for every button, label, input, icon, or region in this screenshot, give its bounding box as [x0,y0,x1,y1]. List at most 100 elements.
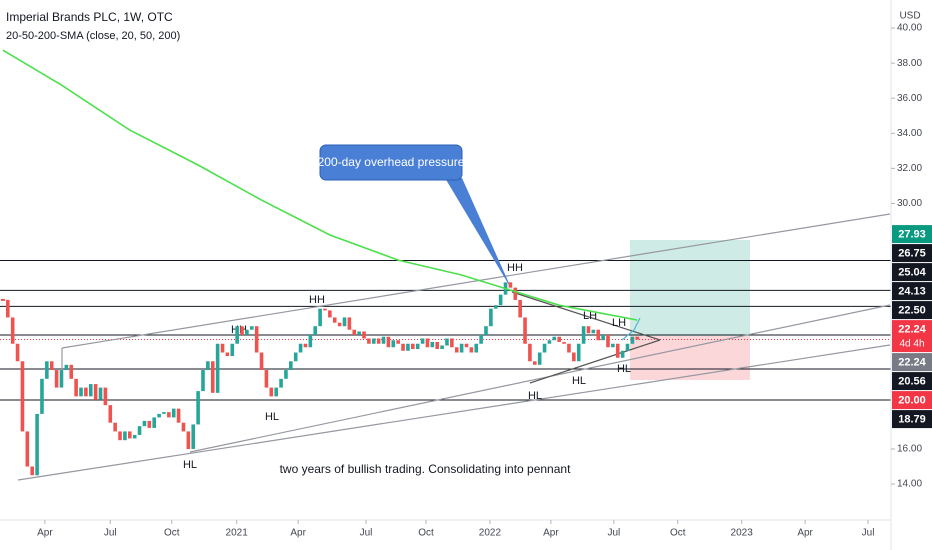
candle [542,343,547,353]
candle [459,343,464,353]
candle [196,391,200,425]
candle [167,412,171,418]
candle [352,329,357,335]
pattern-label: HL [183,459,197,471]
x-tick-label: Apr [290,528,306,539]
price-badge [892,263,932,282]
candle [440,345,444,350]
candle [332,317,337,323]
candle [513,287,518,300]
candle [137,426,142,435]
candle [489,308,493,327]
price-badge [892,244,932,263]
x-tick-label: 2022 [479,528,502,539]
pennant-line [511,291,661,341]
candle [401,343,405,351]
candle [35,413,39,476]
candle [215,343,220,393]
candle [357,331,361,335]
candle [479,334,483,344]
candle [630,336,635,344]
candle [25,431,30,467]
candle [40,378,44,414]
candle [88,384,93,397]
callout-box [319,144,463,181]
price-badge-label: 25.04 [898,266,926,278]
y-tick-label: 38.00 [897,58,922,69]
arrow [621,317,641,341]
candle [406,343,410,351]
candle [498,294,503,306]
price-badge [892,353,932,372]
candle [64,364,69,371]
pattern-label: HL [265,411,279,423]
candle [113,422,117,432]
candle [435,341,440,350]
candle [69,364,74,379]
candle [152,417,156,428]
candle [176,408,181,423]
price-badge-label: 22.24 [898,323,926,335]
pattern-label: HL [617,363,631,375]
candle [289,361,293,371]
candle [518,299,522,318]
x-tick-label: Jul [862,528,875,539]
candle [557,336,561,342]
candle [206,361,210,371]
price-badge-label: 18.79 [898,413,926,425]
price-badge [892,391,932,410]
candle [240,326,244,335]
candle [103,387,108,406]
y-tick-label: 34.00 [897,128,922,139]
candle [572,352,576,362]
price-badge [892,301,932,320]
candle [425,338,430,348]
candle [620,350,625,358]
y-tick-label: 16.00 [897,444,922,455]
candle [123,431,127,441]
price-badge [892,372,932,391]
candle [367,338,371,344]
pattern-label: LH [612,317,626,329]
candle [528,343,532,362]
candle [445,338,449,346]
candle [591,329,596,334]
trendline [61,213,891,349]
y-tick-label: 36.00 [897,93,922,104]
candle [567,343,571,353]
y-tick-label: 32.00 [897,163,922,174]
pattern-label: HL [572,375,586,387]
price-badge-label: 24.13 [898,285,926,297]
candle [201,370,205,392]
candle [625,343,630,351]
candle [391,340,396,348]
trendline [17,344,891,481]
candle [415,343,420,350]
candle [269,387,274,397]
candle [84,387,88,397]
candle [235,326,239,344]
candle [611,343,615,348]
y-tick-label: 14.00 [897,479,922,490]
candle [386,336,391,348]
candle [30,466,35,476]
candle [469,347,474,353]
candle [274,387,278,397]
candle [59,370,64,388]
pattern-label: HL [528,390,542,402]
callout-pointer [445,178,512,290]
candle [430,341,435,348]
x-tick-label: Oct [418,528,434,539]
candle [259,352,264,371]
candle [225,352,230,357]
candle [464,343,469,348]
candle [337,322,342,327]
price-badge [892,320,932,353]
candle [249,326,254,330]
candle [157,413,161,418]
candle [420,338,425,344]
y-tick-label: 30.00 [897,198,922,209]
chart-title: Imperial Brands PLC, 1W, OTC [6,10,173,24]
candles [0,282,640,476]
